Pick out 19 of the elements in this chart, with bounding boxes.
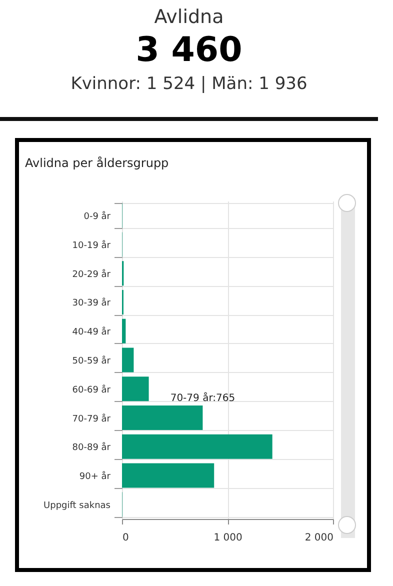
chart-title: Avlidna per åldersgrupp [25,156,169,170]
x-tick-label: 1 000 [214,532,242,544]
text: Kvinnor: 1 524 | Män: 1 936 [70,74,308,94]
y-tick-label: 0-9 år [84,211,111,222]
y-tick-label: 20-29 år [72,268,111,280]
y-tick-label: 60-69 år [72,384,111,396]
y-tick-label: 30-39 år [72,298,111,309]
y-tick-label: 90+ år [79,471,111,482]
y-tick-label: 10-19 år [72,240,111,251]
y-tick-label: 70-79 år [72,413,111,424]
annotation: 70-79 år:765 [170,392,236,404]
x-tick-label: 2 000 [304,532,334,544]
text: 3 460 [134,30,244,70]
y-tick-label: 50-59 år [72,356,111,366]
y-tick-label: 80-89 år [72,442,111,454]
text: Avlidna [153,6,225,28]
x-tick-label: 0 [122,532,129,544]
y-tick-label: 40-49 år [72,326,111,338]
y-tick-label: Uppgift saknas [44,500,111,511]
